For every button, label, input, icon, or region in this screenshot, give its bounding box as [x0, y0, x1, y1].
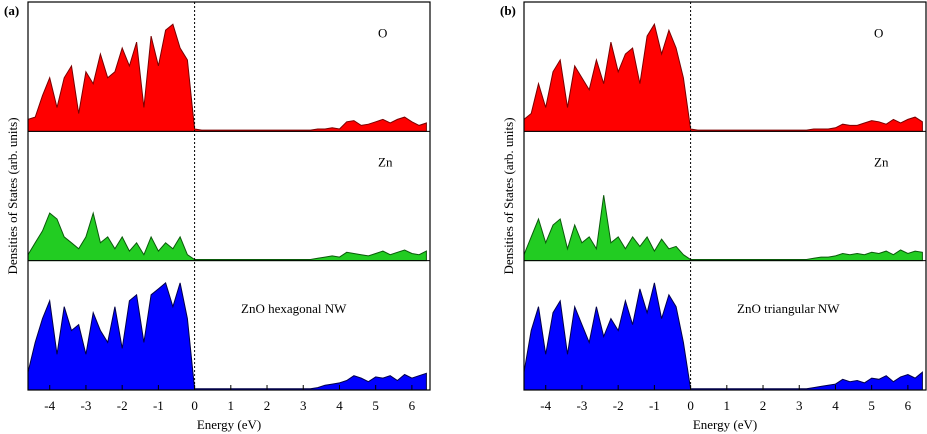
x-tick-label: 4 [832, 398, 839, 413]
x-tick-label: 0 [191, 398, 198, 413]
x-tick-label: 5 [868, 398, 875, 413]
dos-area [523, 22, 923, 132]
series-label: ZnO hexagonal NW [241, 301, 347, 316]
x-tick-label: -1 [153, 398, 164, 413]
series-label: ZnO triangular NW [737, 301, 840, 316]
dos-area [27, 282, 427, 391]
x-tick-label: 3 [796, 398, 803, 413]
x-tick-label: 2 [264, 398, 271, 413]
axes-frame [27, 1, 431, 391]
x-tick-label: 6 [409, 398, 416, 413]
dos-area [27, 23, 427, 132]
x-axis-label: Energy (eV) [693, 417, 757, 432]
x-tick-label: -3 [577, 398, 588, 413]
x-tick-label: -2 [613, 398, 624, 413]
y-axis-label: Densities of States (arb. units) [5, 117, 20, 274]
dos-area [523, 282, 923, 391]
series-label: O [378, 25, 387, 40]
x-tick-label: -1 [649, 398, 660, 413]
x-tick-label: -2 [117, 398, 128, 413]
panel-label: (b) [500, 3, 516, 18]
x-tick-label: 2 [760, 398, 767, 413]
x-tick-label: 1 [228, 398, 235, 413]
panel-label: (a) [4, 3, 19, 18]
x-tick-label: -4 [44, 398, 55, 413]
axes-frame [523, 1, 927, 391]
x-tick-label: 3 [300, 398, 307, 413]
x-tick-label: 1 [724, 398, 731, 413]
dos-area [523, 195, 923, 262]
dos-area [27, 211, 427, 262]
x-tick-label: 5 [372, 398, 379, 413]
x-tick-label: -3 [81, 398, 92, 413]
x-tick-label: 4 [336, 398, 343, 413]
y-axis-label: Densities of States (arb. units) [501, 117, 516, 274]
x-tick-label: -4 [540, 398, 551, 413]
series-label: Zn [378, 155, 393, 170]
x-axis-label: Energy (eV) [197, 417, 261, 432]
series-label: Zn [874, 155, 889, 170]
x-tick-label: 6 [905, 398, 912, 413]
x-tick-label: 0 [687, 398, 694, 413]
series-label: O [874, 25, 883, 40]
